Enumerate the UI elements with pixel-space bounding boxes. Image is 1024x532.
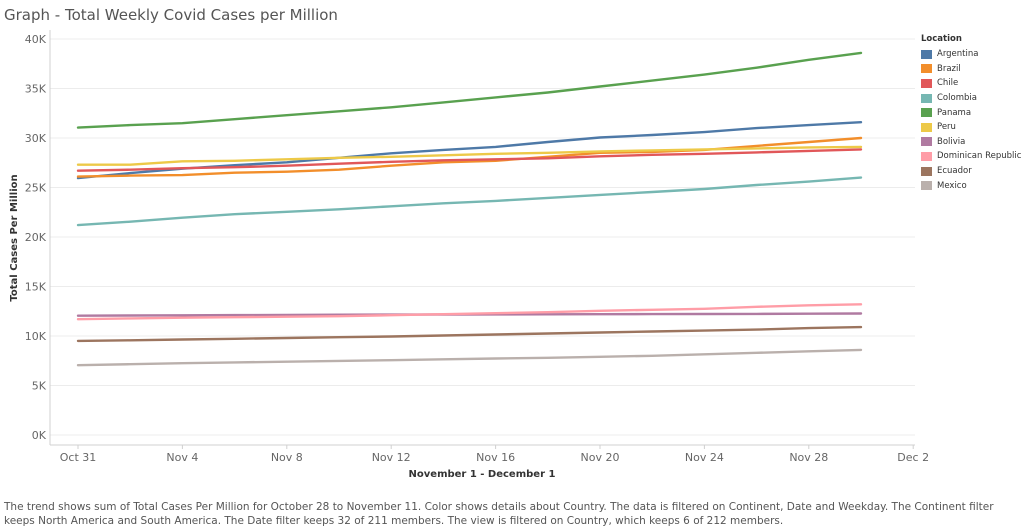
legend-item-panama[interactable]: Panama: [921, 105, 1024, 120]
x-tick-label: Dec 2: [897, 451, 929, 464]
x-tick-label: Oct 31: [60, 451, 97, 464]
legend-item-brazil[interactable]: Brazil: [921, 62, 1024, 77]
y-tick-label: 40K: [25, 33, 47, 46]
series-line-mexico[interactable]: [76, 348, 863, 367]
legend-swatch: [921, 151, 932, 161]
x-tick-label: Nov 12: [372, 451, 411, 464]
y-tick-label: 10K: [25, 330, 47, 343]
legend-swatch: [921, 137, 932, 147]
y-tick-label: 15K: [25, 281, 47, 294]
legend-label: Peru: [937, 122, 956, 133]
series-lines: [76, 51, 863, 367]
legend-swatch: [921, 122, 932, 132]
y-tick-label: 5K: [32, 380, 47, 393]
axes: 0K 5K 10K 15K 20K 25K 30K 35K 40K Oct 31 Nov 4 Nov …: [25, 30, 929, 464]
x-axis-label: November 1 - December 1: [409, 469, 556, 480]
series-line-argentina[interactable]: [76, 120, 863, 180]
gridlines: [50, 38, 915, 436]
legend-item-colombia[interactable]: Colombia: [921, 91, 1024, 106]
series-line-chile[interactable]: [76, 148, 863, 172]
x-tick-label: Nov 16: [476, 451, 515, 464]
legend-label: Panama: [937, 107, 972, 118]
chart-caption: The trend shows sum of Total Cases Per M…: [4, 501, 994, 527]
y-tick-label: 20K: [25, 231, 47, 244]
legend-item-mexico[interactable]: Mexico: [921, 178, 1024, 193]
line-chart: 0K 5K 10K 15K 20K 25K 30K 35K 40K Oct 31 Nov 4 Nov …: [9, 30, 929, 480]
legend-label: Argentina: [937, 49, 979, 60]
legend-item-bolivia[interactable]: Bolivia: [921, 135, 1024, 150]
chart-title: Graph - Total Weekly Covid Cases per Mil…: [4, 6, 338, 24]
legend-swatch: [921, 93, 932, 103]
legend: Location Argentina Brazil Chile Colombia Pan…: [921, 34, 1024, 193]
legend-label: Dominican Republic: [937, 151, 1022, 162]
series-line-brazil[interactable]: [76, 136, 863, 178]
legend-item-argentina[interactable]: Argentina: [921, 47, 1024, 62]
legend-label: Ecuador: [937, 166, 972, 177]
series-line-peru[interactable]: [76, 145, 863, 166]
legend-item-ecuador[interactable]: Ecuador: [921, 164, 1024, 179]
x-tick-label: Nov 4: [166, 451, 198, 464]
x-tick-label: Nov 8: [271, 451, 303, 464]
legend-swatch: [921, 49, 932, 59]
legend-label: Brazil: [937, 63, 961, 74]
series-line-panama[interactable]: [76, 51, 863, 129]
legend-swatch: [921, 64, 932, 74]
y-tick-label: 25K: [25, 182, 47, 195]
x-tick-label: Nov 24: [685, 451, 724, 464]
series-line-colombia[interactable]: [76, 176, 863, 227]
y-tick-label: 0K: [32, 429, 47, 442]
legend-title: Location: [921, 34, 962, 44]
legend-label: Mexico: [937, 180, 967, 191]
series-line-dominican-republic[interactable]: [76, 303, 863, 321]
legend-label: Bolivia: [937, 136, 966, 147]
legend-swatch: [921, 78, 932, 88]
x-tick-label: Nov 28: [789, 451, 828, 464]
legend-swatch: [921, 108, 932, 118]
legend-item-chile[interactable]: Chile: [921, 76, 1024, 91]
series-line-ecuador[interactable]: [76, 325, 863, 343]
y-axis-label: Total Cases Per Million: [9, 174, 20, 301]
legend-items: Argentina Brazil Chile Colombia Panama Peru Bo…: [921, 47, 1024, 193]
legend-item-peru[interactable]: Peru: [921, 120, 1024, 135]
legend-swatch: [921, 181, 932, 191]
x-tick-label: Nov 20: [581, 451, 620, 464]
y-tick-label: 35K: [25, 83, 47, 96]
legend-item-dominican-republic[interactable]: Dominican Republic: [921, 149, 1024, 164]
y-tick-label: 30K: [25, 132, 47, 145]
legend-label: Chile: [937, 78, 959, 89]
legend-label: Colombia: [937, 93, 977, 104]
legend-swatch: [921, 166, 932, 176]
